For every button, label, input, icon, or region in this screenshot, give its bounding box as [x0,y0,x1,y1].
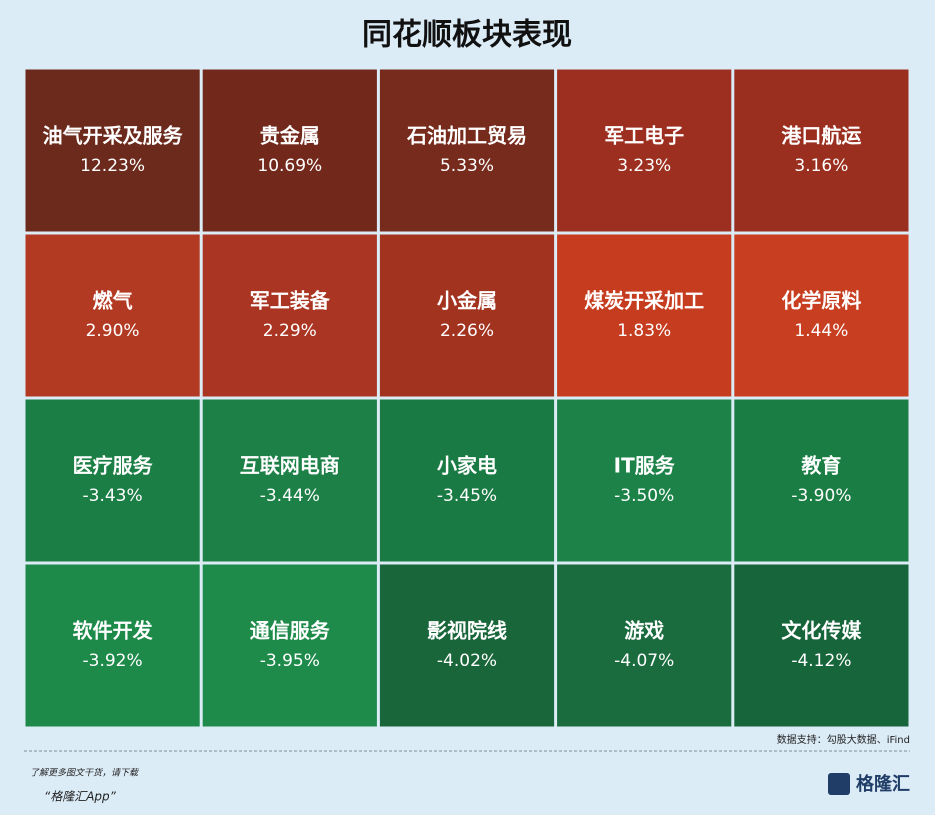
heat-cell [202,399,377,562]
cell-label: 小家电 [437,454,497,478]
cell-value: 5.33% [440,156,494,176]
cell-value: 2.90% [86,321,140,341]
cell-label: 医疗服务 [73,454,154,478]
cell-label: 燃气 [93,289,133,313]
heat-cell [557,69,732,232]
source-note: 数据支持：勾股大数据、iFind [777,733,910,746]
cell-label: 游戏 [624,619,664,643]
heat-cell [734,69,909,232]
cell-value: 1.83% [617,321,671,341]
heat-cell [25,69,200,232]
heat-cell [202,234,377,397]
heat-cell [379,234,555,397]
cell-value: -3.92% [83,651,143,671]
cell-label: 化学原料 [781,289,861,313]
cell-value: 12.23% [80,156,145,176]
cell-value: 3.16% [794,156,848,176]
cell-value: -3.43% [83,486,143,506]
heat-cell [734,564,909,727]
cell-label: 军工电子 [604,124,684,148]
heat-cell [734,234,909,397]
cell-value: 2.26% [440,321,494,341]
cell-value: -3.44% [260,486,320,506]
cell-value: 3.23% [617,156,671,176]
cell-label: 油气开采及服务 [43,124,184,148]
logo-text: 格隆汇 [856,773,910,795]
cell-label: 软件开发 [73,619,154,643]
cell-value: -3.45% [437,486,497,506]
cell-label: 文化传媒 [781,619,862,643]
cell-label: 军工装备 [250,289,331,313]
cell-value: -4.02% [437,651,497,671]
cell-value: -4.12% [791,651,851,671]
cell-label: 石油加工贸易 [406,124,527,148]
cell-value: -3.50% [614,486,674,506]
heat-cell [25,564,200,727]
heat-cell [379,564,555,727]
cell-label: IT服务 [614,454,676,478]
chart-title: 同花顺板块表现 [362,18,572,53]
cell-label: 通信服务 [250,619,331,643]
heat-cell [25,399,200,562]
footer-text: “格隆汇App” [44,790,117,804]
heat-cell [734,399,909,562]
heat-cell [557,399,732,562]
heat-cell [379,69,555,232]
cell-value: -3.90% [791,486,851,506]
cell-label: 小金属 [437,289,497,313]
cell-label: 贵金属 [260,124,320,148]
heat-cell [202,69,377,232]
heat-cell [202,564,377,727]
footer-text: 了解更多图文干货，请下载 [30,768,139,779]
heat-cell [557,234,732,397]
cell-label: 煤炭开采加工 [584,289,704,313]
cell-value: 10.69% [257,156,322,176]
cell-value: -3.95% [260,651,320,671]
cell-label: 教育 [801,454,841,478]
cell-label: 互联网电商 [240,454,340,478]
heat-cell [557,564,732,727]
heat-cell [379,399,555,562]
cell-label: 影视院线 [427,619,507,643]
cell-value: 1.44% [794,321,848,341]
logo-icon [828,773,850,795]
cell-label: 港口航运 [781,124,861,148]
cell-value: -4.07% [614,651,674,671]
heat-cell [25,234,200,397]
cell-value: 2.29% [263,321,317,341]
